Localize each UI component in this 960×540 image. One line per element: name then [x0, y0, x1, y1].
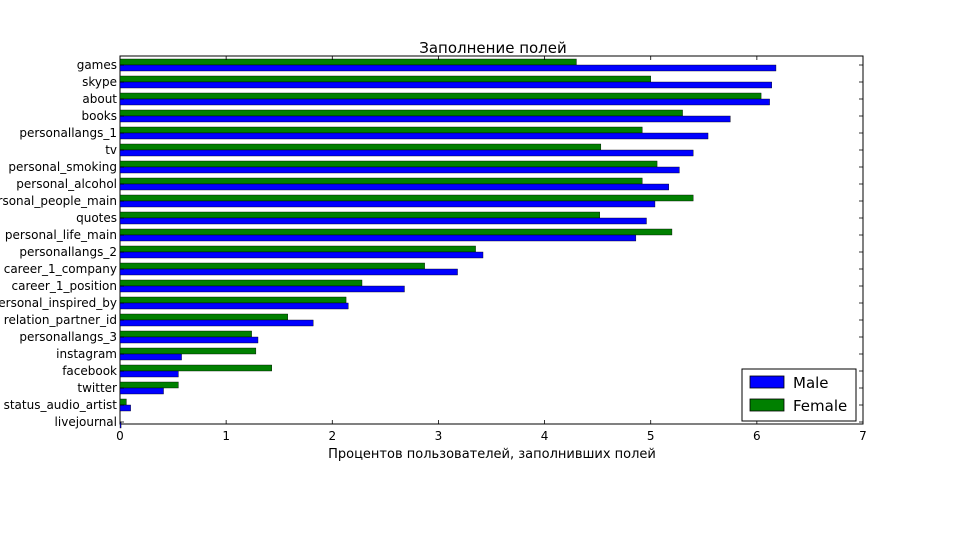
category-label: personallangs_2: [19, 245, 117, 259]
bar-male-personallangs-1: [119, 132, 709, 140]
category-label: personal_life_main: [5, 228, 117, 242]
category-label: skype: [82, 75, 117, 89]
x-tick-label: 4: [541, 429, 549, 443]
category-label: facebook: [62, 364, 117, 378]
bar-female-facebook: [119, 364, 272, 372]
category-label: relation_partner_id: [4, 313, 117, 327]
bar-female-about: [119, 92, 762, 100]
bar-male-facebook: [119, 370, 179, 378]
x-tick-label: 0: [116, 429, 124, 443]
chart-title: Заполнение полей: [419, 39, 567, 57]
category-label: about: [82, 92, 117, 106]
category-label: tv: [105, 143, 117, 157]
category-label: quotes: [76, 211, 117, 225]
bar-male-personal-alcohol: [119, 183, 669, 191]
category-label: games: [77, 58, 117, 72]
bar-male-about: [119, 98, 770, 106]
bar-female-career-1-position: [119, 279, 363, 287]
bar-male-personal-people-main: [119, 200, 656, 208]
bars-group: [119, 58, 863, 429]
bar-female-books: [119, 109, 683, 117]
bar-male-personal-smoking: [119, 166, 680, 174]
bar-female-personal-alcohol: [119, 177, 643, 185]
x-tick-label: 5: [647, 429, 655, 443]
bar-female-personallangs-3: [119, 330, 252, 338]
bar-female-tv: [119, 143, 602, 151]
legend-swatch-male: [749, 375, 785, 389]
bar-male-games: [119, 64, 777, 72]
bar-male-quotes: [119, 217, 647, 225]
x-tick-label: 7: [859, 429, 867, 443]
bar-male-career-1-company: [119, 268, 458, 276]
x-tick-label: 3: [435, 429, 443, 443]
bar-male-twitter: [119, 387, 164, 395]
bar-male-personallangs-3: [119, 336, 259, 344]
category-label: livejournal: [55, 415, 117, 429]
category-label: career_1_position: [12, 279, 118, 293]
bar-female-career-1-company: [119, 262, 425, 270]
legend: Male Female: [741, 368, 857, 422]
x-tick-label: 1: [222, 429, 230, 443]
x-tick-label: 6: [753, 429, 761, 443]
bar-female-personal-life-main: [119, 228, 673, 236]
bar-male-personallangs-2: [119, 251, 484, 259]
bar-male-relation-partner-id: [119, 319, 314, 327]
legend-swatch-female: [749, 398, 785, 412]
category-labels: games skype about books personallangs_1tv per…: [0, 58, 117, 429]
bar-female-instagram: [119, 347, 257, 355]
x-axis-ticks: 0 1 2 3 4 5 6 7: [116, 56, 867, 443]
bar-male-books: [119, 115, 731, 123]
category-label: personal_smoking: [8, 160, 117, 174]
bar-female-relation-partner-id: [119, 313, 288, 321]
category-label: personal_alcohol: [16, 177, 117, 191]
legend-label-female: Female: [793, 397, 847, 415]
category-label: personal_people_main: [0, 194, 117, 208]
bar-female-status-audio-artist: [119, 398, 127, 406]
bar-female-personallangs-2: [119, 245, 476, 253]
bar-male-skype: [119, 81, 772, 89]
bar-female-skype: [119, 75, 651, 83]
bar-male-personal-life-main: [119, 234, 637, 242]
bar-female-personal-inspired-by: [119, 296, 347, 304]
bar-male-tv: [119, 149, 694, 157]
bar-female-personallangs-1: [119, 126, 643, 134]
bar-female-personal-people-main: [119, 194, 694, 202]
bar-female-personal-smoking: [119, 160, 658, 168]
x-tick-label: 2: [328, 429, 336, 443]
bar-male-status-audio-artist: [119, 404, 131, 412]
category-label: twitter: [77, 381, 117, 395]
category-label: personallangs_3: [19, 330, 117, 344]
category-label: career_1_company: [4, 262, 117, 276]
bar-male-personal-inspired-by: [119, 302, 349, 310]
category-label: instagram: [56, 347, 117, 361]
x-axis-label: Процентов пользователей, заполнивших пол…: [328, 447, 656, 462]
category-label: personallangs_1: [19, 126, 117, 140]
category-label: books: [81, 109, 117, 123]
category-label: personal_inspired_by: [0, 296, 117, 310]
bar-female-twitter: [119, 381, 179, 389]
bar-male-career-1-position: [119, 285, 405, 293]
category-label: status_audio_artist: [4, 398, 118, 412]
bar-female-quotes: [119, 211, 600, 219]
bar-female-games: [119, 58, 577, 66]
legend-label-male: Male: [793, 374, 829, 392]
bar-male-instagram: [119, 353, 182, 361]
